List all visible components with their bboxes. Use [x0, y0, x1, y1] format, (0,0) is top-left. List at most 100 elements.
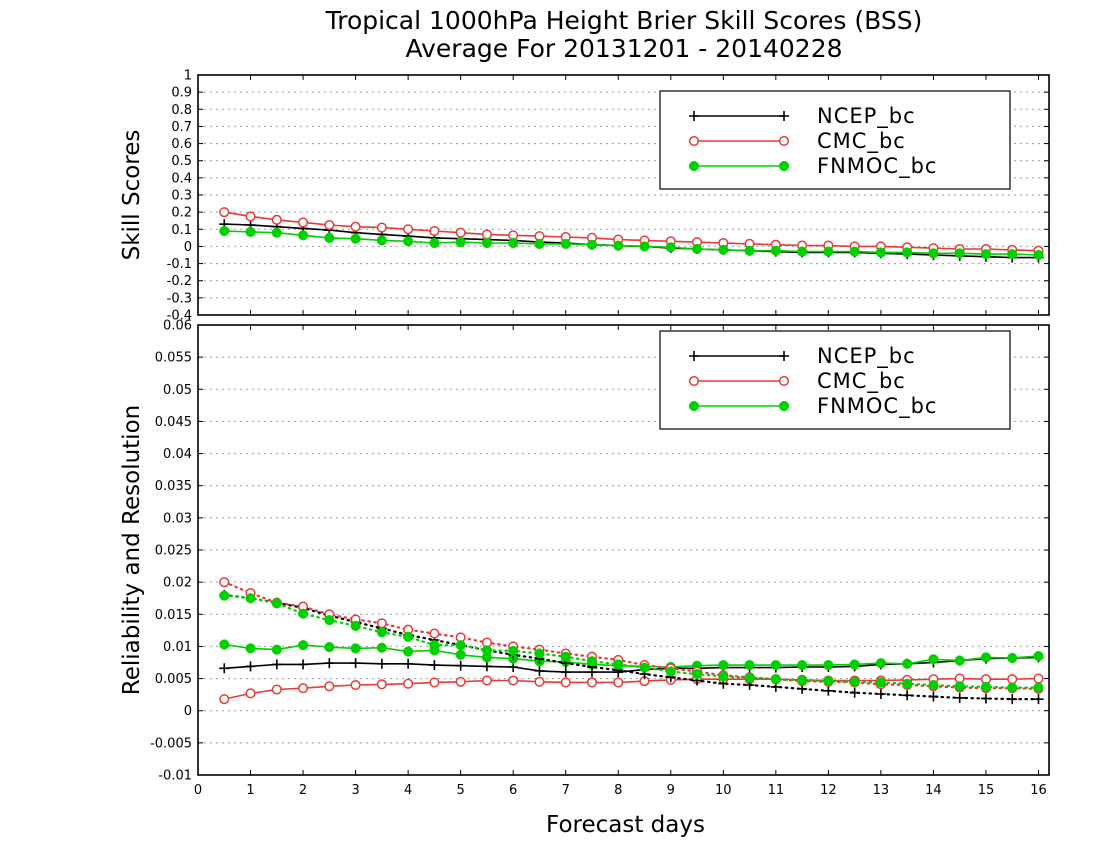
data-point — [508, 675, 519, 686]
data-point — [718, 244, 729, 255]
series-line — [224, 230, 1039, 256]
x-tick-label: 3 — [351, 783, 359, 798]
data-point — [639, 662, 650, 673]
data-point — [770, 674, 781, 685]
data-point — [455, 227, 466, 238]
y-tick-label: 0.1 — [171, 223, 192, 238]
data-point — [455, 676, 466, 687]
legend-label: CMC_bc — [817, 129, 906, 154]
data-point — [613, 659, 624, 670]
legend-label: NCEP_bc — [817, 344, 916, 369]
data-point — [271, 644, 282, 655]
data-point — [770, 245, 781, 256]
y-tick-label: -0.1 — [167, 257, 192, 272]
data-point — [219, 577, 230, 588]
y-tick-label: 0.055 — [155, 351, 192, 366]
data-point — [1007, 249, 1018, 260]
data-point — [324, 681, 335, 692]
data-point — [376, 658, 387, 669]
y-tick-label: 0.03 — [163, 511, 192, 526]
x-tick-label: 0 — [194, 783, 202, 798]
legend-box — [659, 90, 1011, 190]
y-tick-label: 1 — [184, 69, 192, 84]
data-point — [403, 658, 414, 669]
legend-label: FNMOC_bc — [817, 394, 937, 419]
series-FNMOC_bc-dotted — [219, 590, 1044, 693]
legend-marker — [688, 135, 700, 147]
data-point — [403, 631, 414, 642]
data-point — [875, 247, 886, 258]
legend-marker — [778, 375, 790, 387]
data-point — [691, 243, 703, 255]
data-point — [980, 681, 992, 692]
y-tick-label: 0.045 — [155, 415, 192, 430]
legend-box — [659, 330, 1011, 430]
y-tick-label: 0.02 — [163, 576, 192, 591]
data-point — [429, 237, 440, 249]
legend-label: FNMOC_bc — [817, 154, 937, 179]
data-point — [376, 627, 387, 638]
data-point — [324, 219, 335, 231]
data-point — [849, 676, 860, 687]
data-point — [1033, 249, 1044, 261]
legend-marker — [778, 135, 790, 147]
x-tick-label: 16 — [1030, 783, 1047, 798]
y-tick-label: -0.005 — [150, 736, 192, 751]
data-point — [691, 669, 703, 680]
data-point — [1033, 682, 1044, 693]
x-axis-label: Forecast days — [546, 812, 705, 838]
data-point — [429, 225, 440, 237]
data-point — [481, 229, 492, 240]
x-tick-label: 4 — [404, 783, 412, 798]
legend-marker — [779, 111, 789, 121]
data-point — [298, 640, 309, 651]
data-point — [298, 683, 309, 694]
legend-label: CMC_bc — [817, 369, 906, 394]
x-tick-label: 8 — [614, 783, 622, 798]
data-point — [823, 246, 834, 257]
data-point — [429, 628, 440, 639]
y-tick-label: 0.015 — [155, 608, 192, 623]
data-point — [350, 620, 361, 631]
data-point — [508, 645, 519, 656]
data-point — [954, 681, 965, 692]
x-tick-label: 10 — [715, 783, 732, 798]
data-point — [376, 222, 387, 233]
data-point — [586, 239, 598, 250]
x-tick-label: 14 — [925, 783, 942, 798]
y-axis-label: Skill Scores — [119, 130, 145, 261]
y-tick-label: -0.3 — [167, 291, 192, 306]
data-point — [875, 689, 886, 699]
data-point — [744, 660, 755, 671]
legend-marker — [778, 400, 790, 412]
data-point — [902, 690, 913, 701]
data-point — [245, 226, 256, 237]
data-point — [823, 676, 834, 687]
data-point — [271, 684, 282, 695]
data-point — [508, 237, 519, 249]
data-point — [560, 651, 571, 662]
data-point — [481, 675, 492, 686]
data-point — [613, 240, 624, 251]
plot-frame — [197, 74, 1050, 316]
data-point — [1033, 673, 1044, 684]
data-point — [481, 661, 492, 672]
series-FNMOC_bc-solid — [219, 225, 1044, 261]
data-point — [534, 238, 545, 249]
y-tick-label: 0.5 — [171, 154, 192, 169]
y-tick-label: 0.025 — [155, 544, 192, 559]
legend-marker — [688, 400, 700, 412]
data-point — [219, 694, 230, 705]
y-tick-label: 0.005 — [155, 672, 192, 687]
data-point — [376, 235, 387, 246]
data-point — [429, 660, 440, 671]
data-point — [245, 593, 256, 604]
data-point — [534, 665, 545, 676]
data-point — [797, 660, 808, 671]
y-tick-label: 0.2 — [171, 206, 192, 221]
data-point — [403, 646, 414, 657]
data-point — [455, 237, 466, 248]
x-tick-label: 5 — [457, 783, 465, 798]
